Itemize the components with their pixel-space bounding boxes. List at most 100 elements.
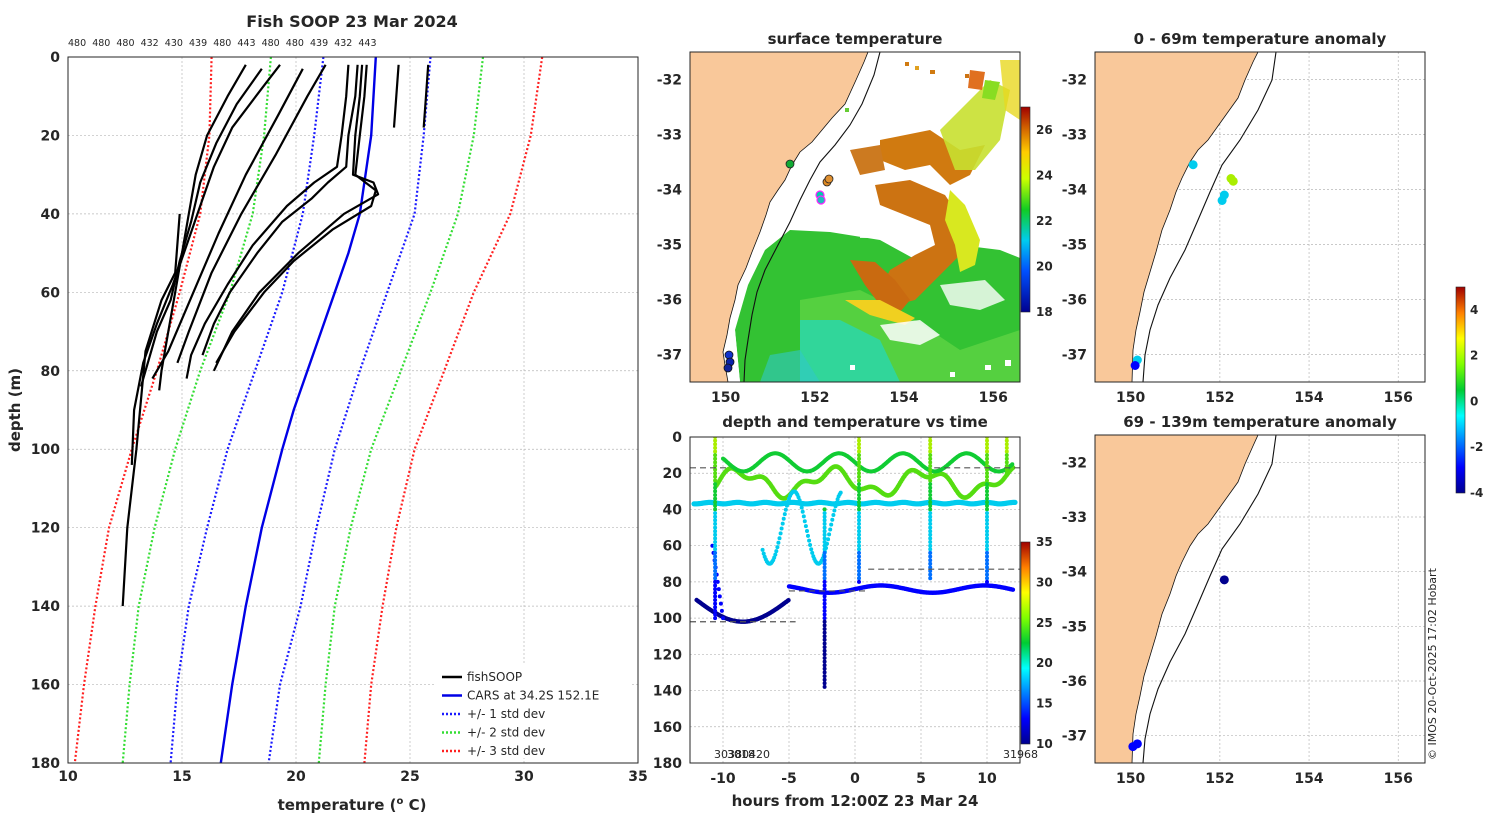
time-sample: [713, 561, 718, 566]
time-sample: [717, 594, 722, 599]
time-sample: [928, 478, 933, 483]
time-sample: [985, 503, 989, 508]
time-sample: [713, 467, 718, 472]
time-sample: [713, 590, 718, 595]
time-sample: [713, 518, 718, 523]
time-sample: [928, 550, 933, 555]
time-sample: [716, 587, 721, 592]
time-sample: [796, 495, 801, 500]
profile-ytick-label: 80: [41, 364, 61, 380]
time-sample: [857, 485, 861, 490]
time-colorbar-label: 10: [1036, 737, 1053, 751]
anomaly-shallow-ytick-label: -35: [1062, 238, 1087, 254]
time-sample: [985, 507, 989, 512]
legend-label: +/- 2 std dev: [467, 726, 545, 740]
anomaly-deep-xtick-label: 154: [1294, 771, 1323, 787]
sst-colorbar-label: 18: [1036, 305, 1053, 319]
time-sample: [857, 536, 861, 541]
time-sample: [857, 554, 861, 559]
time-sample: [822, 521, 827, 526]
anomaly-deep-land: [1095, 435, 1259, 763]
time-sample: [822, 681, 827, 686]
time-sample: [713, 445, 718, 450]
time-sample: [782, 512, 787, 517]
profile-top-label: 480: [213, 38, 231, 49]
time-sample: [713, 438, 718, 443]
time-sample: [857, 543, 861, 548]
anomaly-deep-ytick-label: -37: [1062, 729, 1087, 745]
time-sample: [857, 558, 861, 563]
time-sample: [822, 543, 827, 548]
profile-ytick-label: 120: [31, 521, 60, 537]
time-sample: [822, 547, 827, 552]
time-sample: [775, 545, 780, 550]
profile-cars-line: [219, 57, 377, 763]
time-sample: [822, 507, 827, 512]
time-sample: [985, 478, 989, 483]
credit-footer: © IMOS 20-Oct-2025 17:02 Hobart: [1426, 567, 1439, 760]
time-sample: [713, 474, 718, 479]
time-sample: [928, 572, 933, 577]
anomaly-deep-points: [1128, 575, 1229, 752]
sst-xtick-label: 152: [800, 390, 829, 406]
time-sample: [713, 478, 718, 483]
time-sample: [985, 561, 989, 566]
time-sample: [928, 453, 933, 458]
profile-xlabel: temperature (o C): [278, 796, 427, 814]
time-sample: [822, 594, 827, 599]
time-sample: [713, 485, 718, 490]
time-sample: [928, 445, 933, 450]
profile-ytick-label: 140: [31, 599, 60, 615]
time-sample: [713, 540, 718, 544]
profile-fishsoop-line: [185, 64, 350, 379]
time-sample: [1004, 471, 1009, 476]
time-sample: [857, 456, 861, 461]
profile-title: Fish SOOP 23 Mar 2024: [246, 12, 457, 31]
time-sample: [1004, 453, 1009, 458]
time-sample: [822, 569, 827, 573]
time-sample: [1012, 499, 1018, 505]
time-sample: [985, 514, 989, 519]
legend-label: CARS at 34.2S 152.1E: [467, 689, 599, 703]
time-sample: [822, 601, 827, 606]
time-sample: [802, 519, 807, 524]
sst-ytick-label: -37: [657, 348, 682, 364]
time-sample: [822, 532, 827, 537]
time-bottom-label: 3038: [714, 748, 742, 761]
profile-ytick-label: 0: [50, 50, 60, 66]
time-sample: [857, 511, 861, 516]
time-sample: [857, 500, 861, 505]
time-sample: [822, 641, 827, 646]
anomaly-shallow-ytick-label: -37: [1062, 348, 1087, 364]
anomaly-deep-isobath: [1142, 435, 1277, 763]
time-sample: [809, 547, 814, 552]
time-sample: [713, 532, 718, 537]
time-sample: [822, 619, 827, 624]
time-sample: [713, 583, 718, 588]
time-sample: [928, 569, 933, 573]
profile-xtick-label: 25: [400, 769, 419, 785]
profile-fishsoop-line: [392, 64, 400, 128]
time-sample: [713, 489, 718, 494]
time-sample: [857, 525, 861, 530]
time-sample: [985, 464, 989, 468]
time-sample: [928, 456, 933, 461]
profile-ytick-label: 60: [41, 285, 61, 301]
profile-top-label: 432: [141, 38, 159, 49]
time-sample: [985, 485, 989, 490]
time-sample: [713, 572, 718, 577]
profile-panel: Fish SOOP 23 Mar 2024 480 480 480 432 430 439…: [6, 12, 648, 814]
anomaly-point: [1219, 575, 1229, 585]
time-sample: [822, 677, 827, 682]
time-sample: [1004, 449, 1009, 454]
time-sample: [985, 482, 989, 487]
time-sample: [713, 456, 718, 461]
time-sample: [928, 474, 933, 479]
time-sample: [713, 554, 718, 559]
time-sample: [857, 464, 861, 468]
profile-top-label: 480: [116, 38, 134, 49]
time-ytick-label: 160: [653, 720, 682, 736]
sst-colorbar-label: 20: [1036, 259, 1053, 273]
profile-std2-low-line: [121, 57, 272, 763]
time-sample: [713, 587, 718, 592]
